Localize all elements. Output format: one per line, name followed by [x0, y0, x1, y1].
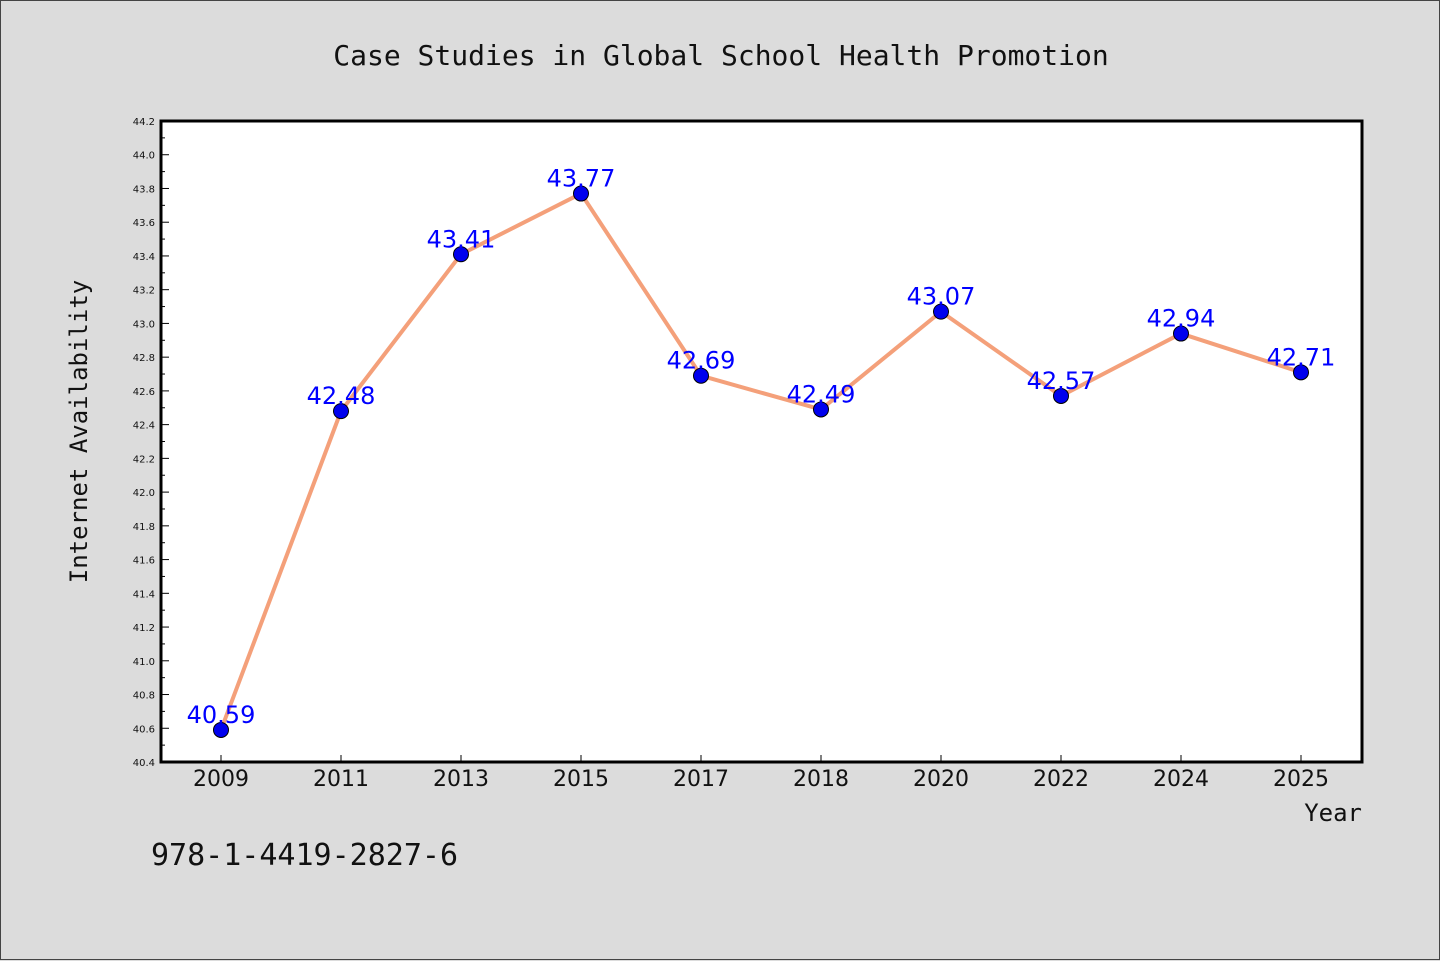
y-tick-label: 43.0	[133, 319, 155, 330]
data-label: 43.77	[547, 165, 616, 193]
series-layer: 40.59 42.48 43.41 43.77 42.69 42.49 43.07 42.57…	[187, 165, 1336, 738]
x-tick-label: 2011	[313, 767, 369, 792]
data-point	[1293, 364, 1309, 381]
data-point	[333, 403, 349, 420]
isbn-text: 978-1-4419-2827-6	[151, 838, 458, 873]
y-tick-label: 42.2	[133, 454, 155, 465]
y-tick-label: 43.2	[133, 286, 155, 297]
x-tick-label: 2009	[193, 767, 249, 792]
data-label: 42.49	[787, 380, 856, 408]
y-axis-label: Internet Availability	[65, 280, 93, 583]
y-tick-label: 40.4	[133, 758, 155, 769]
plot-area	[159, 119, 1364, 764]
x-tick-label: 2013	[433, 767, 489, 792]
y-tick-label: 41.4	[133, 589, 155, 600]
data-label: 43.07	[907, 283, 976, 311]
y-tick-label: 41.8	[133, 522, 155, 533]
chart-title: Case Studies in Global School Health Pro…	[333, 39, 1108, 72]
data-point	[693, 367, 709, 384]
data-point	[1053, 387, 1069, 404]
y-tick-label: 41.0	[133, 657, 155, 668]
y-tick-label: 44.2	[133, 117, 155, 128]
y-tick-label: 43.6	[133, 218, 155, 229]
y-tick-label: 41.6	[133, 556, 155, 567]
x-tick-label: 2024	[1153, 767, 1209, 792]
y-tick-label: 42.8	[133, 353, 155, 364]
data-point	[213, 721, 229, 738]
y-tick-label: 43.4	[133, 252, 155, 263]
y-axis: 40.4 40.6 40.8 41.0 41.2 41.4 41.6 41.8 42.0 42.2…	[133, 117, 169, 769]
data-label: 40.59	[187, 701, 256, 729]
series-line	[219, 191, 1302, 731]
data-label: 42.69	[667, 347, 736, 375]
y-tick-label: 42.0	[133, 488, 155, 499]
y-tick-label: 40.8	[133, 691, 155, 702]
data-point	[453, 246, 469, 263]
x-tick-label: 2018	[793, 767, 849, 792]
data-label: 42.71	[1267, 343, 1336, 371]
data-label: 42.94	[1147, 305, 1216, 333]
data-point	[1173, 325, 1189, 342]
data-point	[573, 185, 589, 202]
x-axis: 2009 2011 2013 2015 2017 2018 2020 2022 2024 2025	[193, 755, 1329, 792]
data-point	[813, 401, 829, 418]
x-tick-label: 2020	[913, 767, 969, 792]
x-tick-label: 2025	[1273, 767, 1329, 792]
x-tick-label: 2015	[553, 767, 609, 792]
y-tick-label: 43.8	[133, 184, 155, 195]
y-tick-label: 42.4	[133, 421, 155, 432]
x-tick-label: 2017	[673, 767, 729, 792]
y-tick-label: 41.2	[133, 623, 155, 634]
x-tick-label: 2022	[1033, 767, 1089, 792]
x-axis-label: Year	[1304, 799, 1362, 827]
data-label: 42.57	[1027, 367, 1096, 395]
data-point	[933, 303, 949, 320]
y-tick-label: 40.6	[133, 724, 155, 735]
data-label: 42.48	[307, 382, 376, 410]
y-tick-label: 42.6	[133, 387, 155, 398]
data-label: 43.41	[427, 225, 496, 253]
y-tick-label: 44.0	[133, 151, 155, 162]
